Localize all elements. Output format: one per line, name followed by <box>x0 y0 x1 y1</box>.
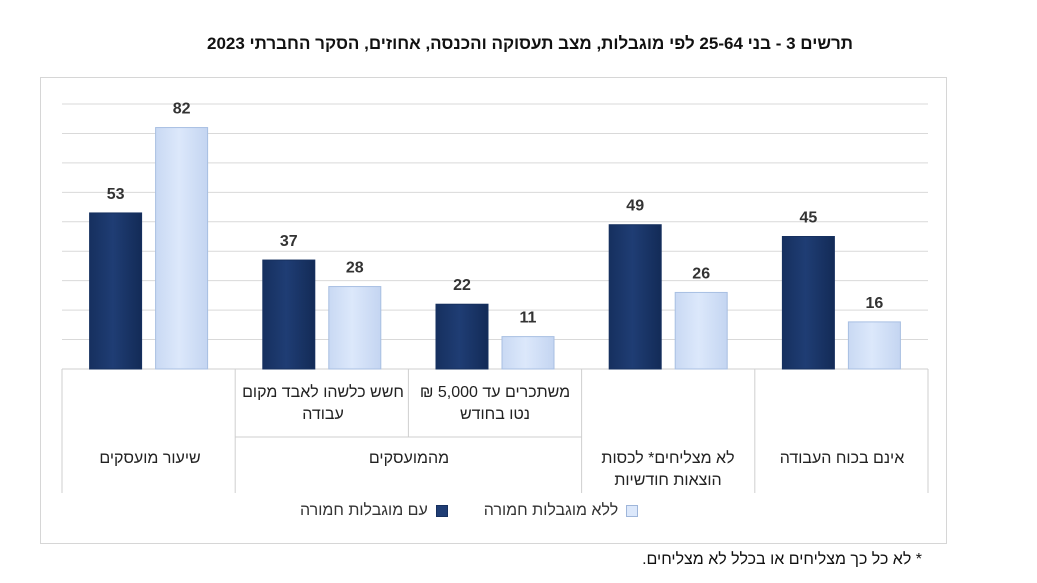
data-label: 37 <box>280 233 298 250</box>
group-label-of-employed: מהמועסקים <box>368 450 450 467</box>
footnote: * לא כל כך מצליחים או בכלל לא מצליחים. <box>642 551 922 568</box>
legend-label-with: עם מוגבלות חמורה <box>300 502 428 519</box>
chart-legend: עם מוגבלות חמורה ללא מוגבלות חמורה <box>300 502 639 520</box>
data-label: 22 <box>453 277 471 294</box>
chart-frame <box>40 77 947 544</box>
category-label-fear-job-loss: חשש כלשהו לאבד מקום עבודה <box>242 384 404 423</box>
data-label: 16 <box>866 295 884 312</box>
data-label: 82 <box>173 101 191 118</box>
bar-with-disability <box>89 212 143 370</box>
legend-item-without: ללא מוגבלות חמורה <box>483 502 639 520</box>
legend-swatch-without <box>626 505 639 517</box>
bar-without-disability <box>501 336 555 370</box>
bar-without-disability <box>328 286 382 370</box>
bar-without-disability <box>674 291 728 370</box>
bar-with-disability <box>608 224 662 370</box>
data-label: 28 <box>346 260 364 277</box>
category-label-not-in-labor-force: אינם בכוח העבודה <box>779 450 905 467</box>
data-label: 45 <box>800 210 818 227</box>
legend-item-with: עם מוגבלות חמורה <box>300 502 448 520</box>
data-label: 53 <box>107 186 125 203</box>
bar-without-disability <box>847 321 901 370</box>
category-label-cannot-cover-expenses: לא מצליחים* לכסות הוצאות חודשיות <box>601 450 735 489</box>
bar-with-disability <box>781 236 835 370</box>
data-label: 26 <box>692 265 710 282</box>
bar-with-disability <box>262 259 316 370</box>
category-label-employment-rate: שיעור מועסקים <box>99 450 201 467</box>
bar-with-disability <box>435 303 489 370</box>
category-label-earn-up-to-5000: משתכרים עד 5,000 ₪ נטו בחודש <box>419 384 571 423</box>
legend-swatch-with <box>435 505 448 517</box>
data-label: 11 <box>520 310 537 327</box>
chart-title: תרשים 3 - בני 25-64 לפי מוגבלות, מצב תעס… <box>206 34 854 53</box>
legend-label-without: ללא מוגבלות חמורה <box>483 502 619 519</box>
data-label: 49 <box>626 198 644 215</box>
bar-without-disability <box>155 127 209 370</box>
